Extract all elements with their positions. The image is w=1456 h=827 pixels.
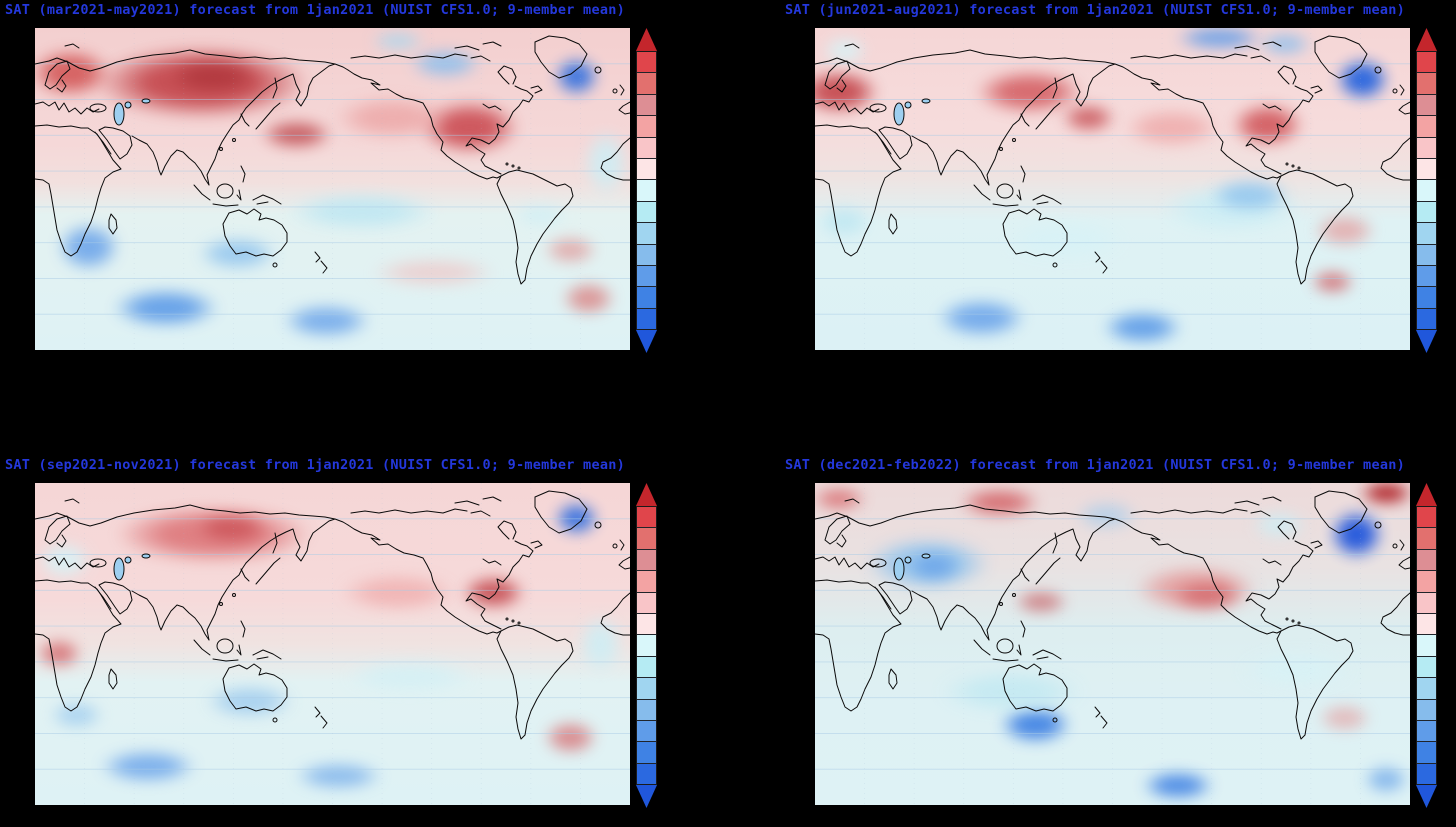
colorbar-segment xyxy=(637,507,656,529)
world-map xyxy=(814,482,1411,806)
colorbar-segment xyxy=(1417,180,1436,202)
colorbar-arrow-bottom-icon xyxy=(636,785,657,808)
colorbar-arrow-bottom-icon xyxy=(1416,785,1437,808)
colorbar xyxy=(1416,28,1437,353)
colorbar-arrow-top-icon xyxy=(1416,483,1437,506)
colorbar-segments xyxy=(1416,51,1437,330)
colorbar-segment xyxy=(1417,592,1436,614)
world-map xyxy=(34,27,631,351)
colorbar-arrow-top-icon xyxy=(636,28,657,51)
colorbar-segment xyxy=(637,613,656,636)
panel-title: SAT (sep2021-nov2021) forecast from 1jan… xyxy=(5,457,625,473)
colorbar-segment xyxy=(637,94,656,117)
colorbar-segment xyxy=(637,287,656,309)
colorbar-segment xyxy=(1417,223,1436,245)
colorbar-segment xyxy=(1417,635,1436,657)
colorbar-segment xyxy=(1417,158,1436,181)
colorbar-segment xyxy=(637,763,656,785)
colorbar-segments xyxy=(1416,506,1437,785)
colorbar-segment xyxy=(1417,94,1436,117)
colorbar xyxy=(636,28,657,353)
panel-title: SAT (jun2021-aug2021) forecast from 1jan… xyxy=(785,2,1405,18)
colorbar-segment xyxy=(637,244,656,266)
colorbar-segment xyxy=(637,308,656,330)
colorbar xyxy=(636,483,657,808)
colorbar-segment xyxy=(1417,763,1436,785)
colorbar-segment xyxy=(637,73,656,95)
colorbar-segments xyxy=(636,506,657,785)
colorbar-segment xyxy=(637,656,656,679)
colorbar-segment xyxy=(637,52,656,74)
colorbar-segment xyxy=(637,592,656,614)
colorbar-segment xyxy=(637,223,656,245)
colorbar-segment xyxy=(1417,287,1436,309)
map-graticule-and-coastlines xyxy=(815,483,1410,805)
map-panel-jja2021: SAT (jun2021-aug2021) forecast from 1jan… xyxy=(780,0,1456,372)
map-graticule-and-coastlines xyxy=(35,28,630,350)
colorbar-segment xyxy=(637,116,656,138)
colorbar-segment xyxy=(637,201,656,224)
colorbar-segment xyxy=(637,635,656,657)
colorbar-segment xyxy=(1417,699,1436,721)
world-map xyxy=(34,482,631,806)
colorbar-segment xyxy=(1417,201,1436,224)
colorbar-segment xyxy=(1417,549,1436,572)
colorbar-arrow-bottom-icon xyxy=(636,330,657,353)
colorbar-segment xyxy=(637,137,656,159)
colorbar-segment xyxy=(1417,528,1436,550)
colorbar-segment xyxy=(1417,265,1436,288)
colorbar-segment xyxy=(1417,678,1436,700)
colorbar-segment xyxy=(1417,52,1436,74)
panel-title: SAT (dec2021-feb2022) forecast from 1jan… xyxy=(785,457,1405,473)
colorbar xyxy=(1416,483,1437,808)
colorbar-segment xyxy=(1417,613,1436,636)
colorbar-segments xyxy=(636,51,657,330)
colorbar-segment xyxy=(637,571,656,593)
colorbar-segment xyxy=(1417,116,1436,138)
colorbar-segment xyxy=(1417,742,1436,764)
colorbar-arrow-bottom-icon xyxy=(1416,330,1437,353)
colorbar-segment xyxy=(1417,137,1436,159)
colorbar-segment xyxy=(1417,308,1436,330)
colorbar-segment xyxy=(1417,571,1436,593)
colorbar-segment xyxy=(637,720,656,743)
colorbar-segment xyxy=(637,180,656,202)
map-graticule-and-coastlines xyxy=(35,483,630,805)
map-graticule-and-coastlines xyxy=(815,28,1410,350)
panel-title: SAT (mar2021-may2021) forecast from 1jan… xyxy=(5,2,625,18)
colorbar-segment xyxy=(637,265,656,288)
colorbar-segment xyxy=(637,678,656,700)
colorbar-arrow-top-icon xyxy=(636,483,657,506)
colorbar-segment xyxy=(637,742,656,764)
map-panel-djf2021-2022: SAT (dec2021-feb2022) forecast from 1jan… xyxy=(780,455,1456,827)
map-panel-mam2021: SAT (mar2021-may2021) forecast from 1jan… xyxy=(0,0,676,372)
world-map xyxy=(814,27,1411,351)
colorbar-segment xyxy=(1417,720,1436,743)
map-panel-son2021: SAT (sep2021-nov2021) forecast from 1jan… xyxy=(0,455,676,827)
colorbar-segment xyxy=(637,699,656,721)
colorbar-segment xyxy=(637,549,656,572)
colorbar-segment xyxy=(1417,656,1436,679)
colorbar-segment xyxy=(637,158,656,181)
colorbar-segment xyxy=(1417,73,1436,95)
colorbar-segment xyxy=(637,528,656,550)
colorbar-arrow-top-icon xyxy=(1416,28,1437,51)
colorbar-segment xyxy=(1417,244,1436,266)
colorbar-segment xyxy=(1417,507,1436,529)
